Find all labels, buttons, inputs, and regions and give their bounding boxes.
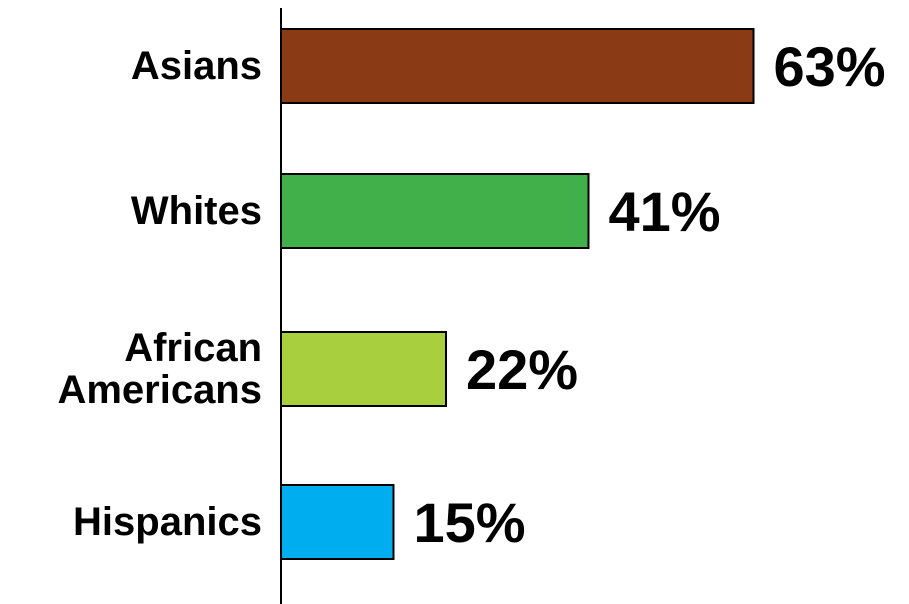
bar-hispanics xyxy=(280,484,395,560)
category-label-line: Whites xyxy=(131,189,262,233)
value-label-hispanics: 15% xyxy=(414,491,526,554)
bar-whites xyxy=(280,173,590,249)
category-labels-group: Asians Whites African Americans Hispanics xyxy=(57,44,262,544)
value-labels-group: 63% 41% 22% 15% xyxy=(414,35,886,554)
category-label-line: Hispanics xyxy=(73,500,262,544)
category-label-african-americans: African Americans xyxy=(57,326,262,412)
category-label-asians: Asians xyxy=(131,44,262,88)
value-label-whites: 41% xyxy=(609,180,721,243)
bar-african-americans xyxy=(280,331,447,407)
value-label-african-americans: 22% xyxy=(466,338,578,401)
bars-group xyxy=(280,28,755,560)
category-label-line: Asians xyxy=(131,44,262,88)
category-label-hispanics: Hispanics xyxy=(73,500,262,544)
value-label-asians: 63% xyxy=(774,35,886,98)
bar-asians xyxy=(280,28,755,104)
category-label-line: African xyxy=(124,326,262,370)
category-label-whites: Whites xyxy=(131,189,262,233)
category-label-line: Americans xyxy=(57,368,262,412)
